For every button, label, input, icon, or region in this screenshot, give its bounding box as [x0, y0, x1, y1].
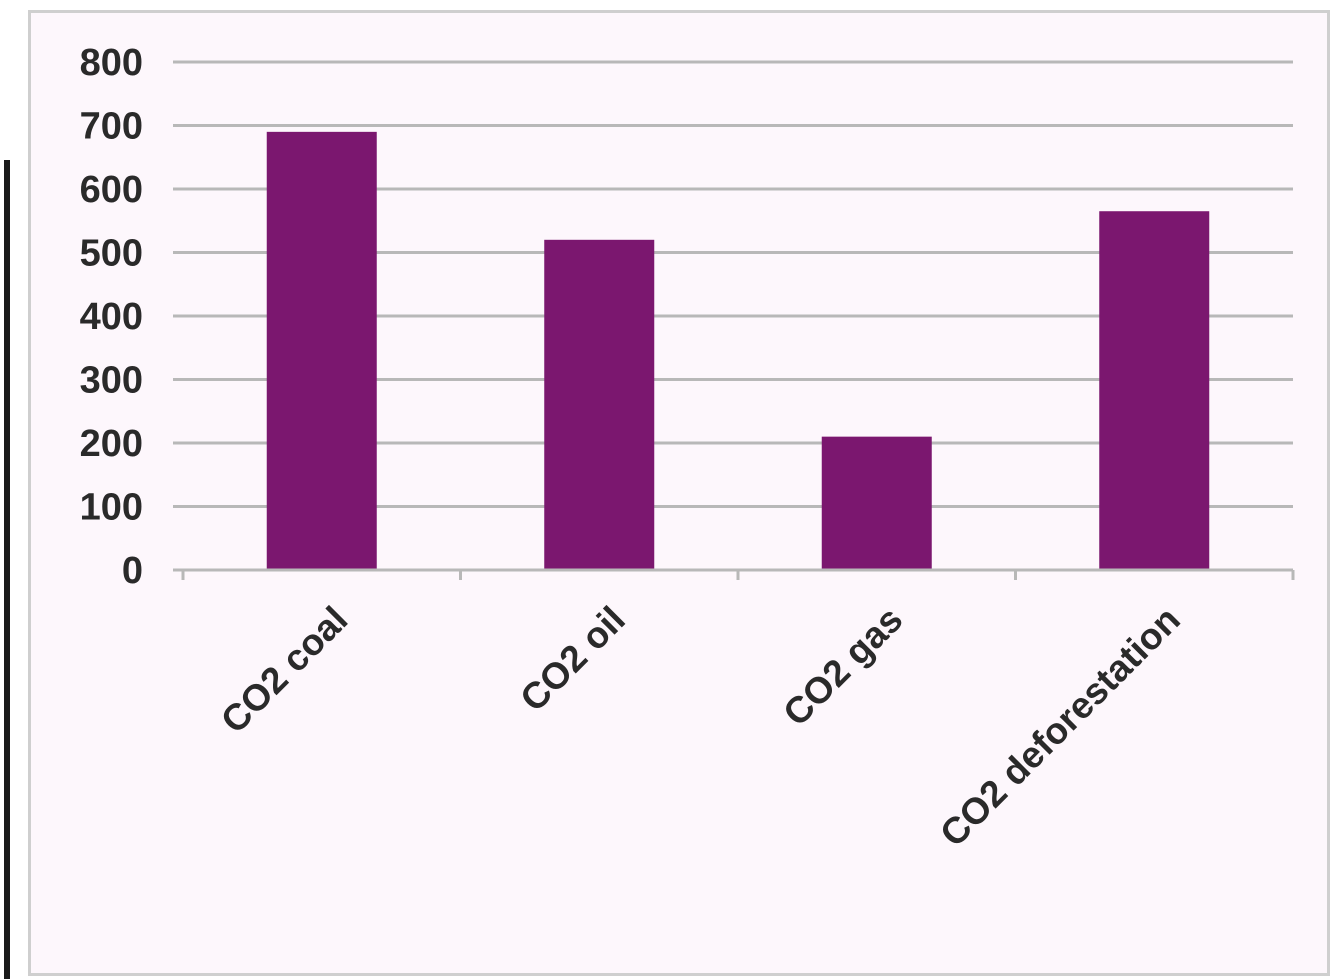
- window-edge-divider: [4, 160, 10, 979]
- y-tick-label: 800: [80, 42, 143, 84]
- bar-chart: 0 100 200 300 400 500 600 700 800 CO2 coal CO2 oi…: [80, 42, 1295, 855]
- x-category-label: CO2 deforestation: [932, 599, 1188, 855]
- y-tick-label: 700: [80, 106, 143, 148]
- chart-frame: 0 100 200 300 400 500 600 700 800 CO2 coal CO2 oi…: [28, 10, 1330, 976]
- bar-co2-coal: [266, 131, 377, 570]
- x-category-label: CO2 oil: [512, 599, 633, 720]
- x-category-label: CO2 coal: [213, 599, 355, 741]
- y-tick-label: 200: [80, 423, 143, 465]
- x-axis: [173, 568, 1295, 580]
- y-tick-label: 100: [80, 487, 143, 529]
- bar-co2-gas: [821, 436, 932, 570]
- x-category-label: CO2 gas: [775, 599, 910, 734]
- bars: [266, 131, 1210, 571]
- y-tick-label: 300: [80, 360, 143, 402]
- bar-co2-oil: [544, 239, 655, 571]
- y-tick-label: 500: [80, 233, 143, 275]
- y-axis-tick-labels: 0 100 200 300 400 500 600 700 800: [80, 42, 143, 592]
- bar-co2-deforestation: [1099, 211, 1210, 570]
- y-tick-label: 600: [80, 169, 143, 211]
- y-tick-label: 400: [80, 296, 143, 338]
- y-tick-label: 0: [122, 550, 143, 592]
- x-axis-category-labels: CO2 coal CO2 oil CO2 gas CO2 deforestation: [213, 599, 1188, 855]
